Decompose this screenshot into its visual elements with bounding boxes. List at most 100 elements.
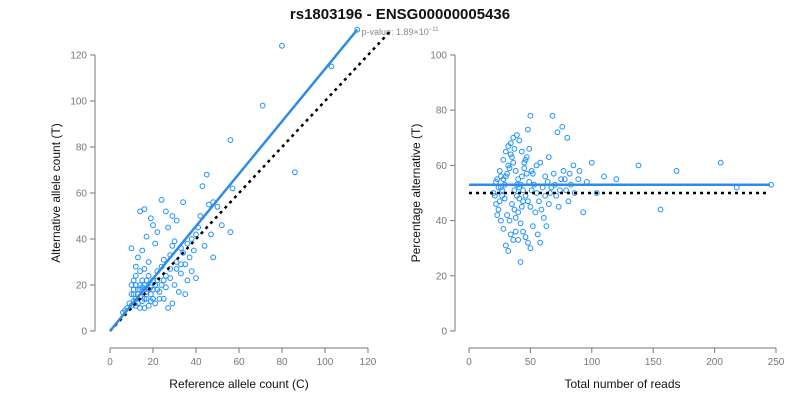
left-data-point: [163, 208, 169, 215]
left-data-point: [227, 137, 234, 144]
left-data-point: [175, 289, 182, 295]
left-data-point: [218, 222, 225, 229]
left-data-point: [152, 282, 159, 288]
right-data-point: [542, 192, 549, 199]
right-x-tick-label: 100: [583, 357, 600, 368]
right-data-point: [511, 145, 518, 152]
left-data-point: [150, 222, 156, 229]
right-data-point: [537, 239, 544, 246]
right-data-point: [570, 162, 577, 169]
left-data-point: [143, 295, 150, 302]
right-data-point: [518, 173, 525, 180]
right-x-tick-label: 150: [645, 357, 662, 368]
right-data-point: [575, 176, 582, 183]
left-data-point: [292, 169, 298, 176]
right-data-point: [555, 203, 562, 210]
right-data-point: [507, 151, 514, 158]
left-fit-line: [109, 28, 359, 332]
left-data-point: [171, 282, 178, 288]
right-data-point: [512, 214, 519, 221]
right-data-point: [502, 148, 509, 155]
right-data-point: [510, 237, 517, 243]
right-data-point: [521, 159, 528, 166]
right-data-point: [493, 201, 499, 207]
left-data-point: [141, 266, 148, 272]
right-data-point: [525, 198, 531, 205]
right-x-tick-label: 200: [706, 357, 723, 368]
right-data-point: [518, 148, 525, 155]
left-data-point: [147, 291, 154, 298]
subtitle-exponent: −11: [429, 27, 439, 33]
right-data-point: [504, 170, 510, 177]
left-data-point: [197, 213, 204, 219]
left-data-point: [130, 277, 137, 284]
left-data-point: [184, 277, 191, 284]
left-data-point: [141, 295, 148, 302]
subtitle-pvalue: p-value: 1.89: [361, 27, 413, 37]
right-data-point: [495, 206, 502, 213]
right-data-point: [509, 154, 515, 161]
right-data-point: [515, 237, 522, 243]
left-x-tick-label: 80: [276, 357, 288, 368]
left-data-point: [210, 254, 217, 261]
right-data-point: [564, 134, 571, 141]
left-data-point: [171, 238, 178, 245]
left-data-point: [167, 275, 174, 282]
left-data-point: [132, 272, 139, 279]
right-data-point: [588, 159, 595, 166]
left-data-point: [188, 268, 195, 275]
right-data-point: [527, 112, 534, 119]
right-y-axis-label: Percentage alternative (T): [409, 124, 423, 263]
right-data-point: [528, 187, 535, 194]
right-data-point: [537, 159, 544, 166]
right-data-point: [516, 195, 523, 202]
left-data-point: [193, 275, 199, 282]
left-data-point: [214, 203, 221, 210]
left-data-point: [188, 236, 195, 242]
right-data-point: [559, 123, 566, 130]
right-data-point: [512, 228, 519, 235]
left-y-tick-label: 40: [76, 235, 88, 246]
right-data-point: [520, 228, 526, 235]
right-x-axis-label: Total number of reads: [564, 377, 680, 391]
right-data-point: [613, 176, 620, 183]
right-data-point: [534, 231, 541, 238]
right-scatter-plot: 0 50 100 150 200 250 Total number of reads 0 20 4…: [409, 51, 785, 392]
left-data-point: [279, 42, 285, 49]
right-data-point: [512, 168, 519, 174]
right-data-point: [516, 137, 523, 144]
left-data-point: [137, 305, 144, 311]
right-data-point: [550, 170, 557, 177]
left-data-point: [145, 259, 152, 265]
right-data-point: [565, 198, 572, 205]
right-data-point: [505, 162, 512, 169]
left-y-tick-label: 0: [81, 327, 87, 338]
right-data-point: [500, 225, 507, 232]
left-data-point: [152, 300, 159, 307]
right-data-point: [498, 217, 504, 224]
left-data-point: [128, 282, 135, 288]
left-data-point: [154, 229, 161, 236]
right-data-point: [549, 112, 556, 119]
right-data-point: [529, 223, 536, 230]
left-data-point: [178, 261, 184, 268]
right-data-point: [528, 168, 535, 174]
right-data-point: [635, 162, 642, 169]
right-data-point: [522, 234, 529, 241]
right-data-point: [494, 176, 501, 183]
right-x-tick-label: 250: [768, 357, 785, 368]
right-data-point: [526, 145, 533, 152]
left-data-point: [186, 254, 193, 261]
right-data-point: [717, 159, 724, 166]
right-data-point: [491, 192, 498, 199]
left-data-point: [259, 102, 266, 109]
left-x-tick-label: 120: [360, 357, 377, 368]
left-data-point: [145, 272, 152, 279]
left-data-point: [139, 247, 146, 254]
right-data-point: [518, 203, 525, 210]
right-data-point: [525, 126, 531, 133]
right-data-point: [510, 159, 517, 166]
left-data-point: [206, 201, 212, 208]
